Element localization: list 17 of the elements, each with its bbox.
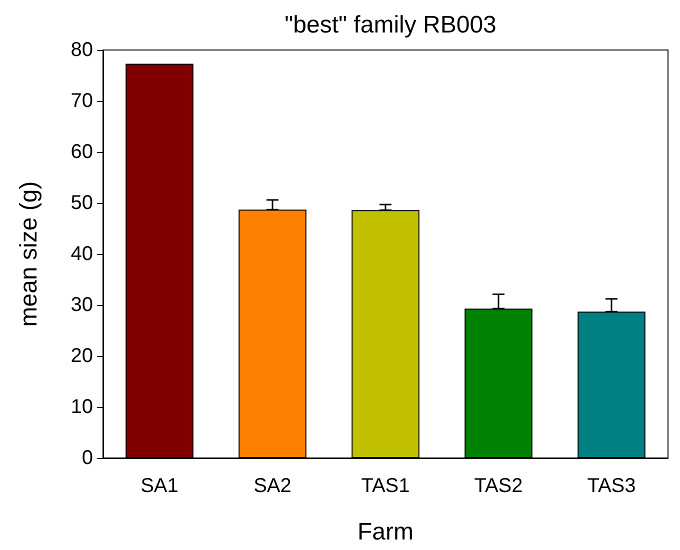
y-tick-label: 10	[70, 396, 93, 418]
y-tick-label: 50	[70, 192, 93, 214]
x-tick-label: TAS3	[587, 475, 636, 497]
y-tick-label: 80	[70, 39, 93, 61]
y-tick-label: 20	[70, 345, 93, 367]
y-tick-label: 40	[70, 243, 93, 265]
y-tick-label: 70	[70, 90, 93, 112]
x-axis-title: Farm	[358, 518, 414, 546]
x-tick-label: SA1	[140, 475, 178, 497]
y-axis-title: mean size (g)	[16, 181, 42, 327]
y-tick-label: 60	[70, 141, 93, 163]
x-tick-label: SA2	[254, 475, 292, 497]
x-tick-label: TAS2	[474, 475, 523, 497]
y-tick-label: 30	[70, 294, 93, 316]
chart-title: "best" family RB003	[284, 12, 496, 38]
y-tick-label: 0	[82, 447, 93, 469]
x-tick-label: TAS1	[361, 475, 410, 497]
